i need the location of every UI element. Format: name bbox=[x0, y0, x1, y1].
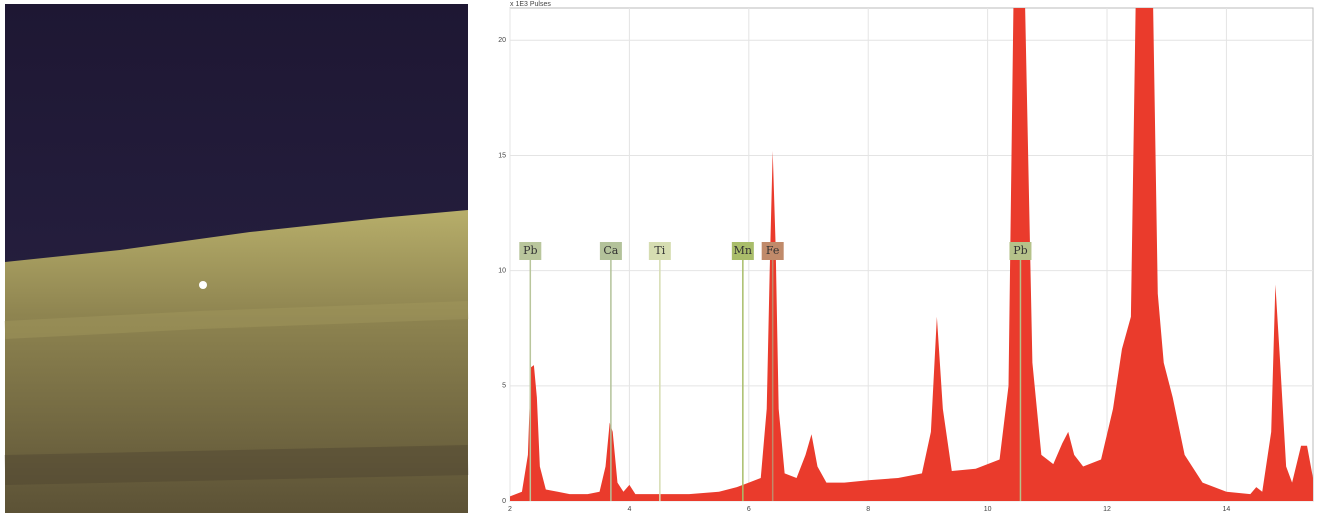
x-tick-label: 2 bbox=[508, 506, 512, 513]
x-tick-label: 14 bbox=[1223, 506, 1231, 513]
element-label: Ca bbox=[603, 244, 618, 257]
x-tick-label: 6 bbox=[747, 506, 751, 513]
y-tick-label: 0 bbox=[502, 498, 506, 505]
page: x 1E3 Pulses 0 5 10 15 20 2 4 6 8 10 12 14 Pb Ca Ti Mn F… bbox=[0, 0, 1318, 513]
x-tick-label: 4 bbox=[627, 506, 631, 513]
y-tick-label: 15 bbox=[498, 152, 506, 159]
plot-area bbox=[510, 8, 1313, 501]
element-label: Ti bbox=[654, 244, 665, 257]
element-label: Mn bbox=[734, 244, 752, 257]
figure: x 1E3 Pulses 0 5 10 15 20 2 4 6 8 10 12 14 Pb Ca Ti Mn F… bbox=[0, 0, 1318, 513]
y-tick-label: 20 bbox=[498, 37, 506, 44]
element-label: Fe bbox=[766, 244, 780, 257]
element-label: Pb bbox=[1013, 244, 1027, 257]
x-tick-label: 8 bbox=[866, 506, 870, 513]
axis-label: x 1E3 Pulses bbox=[510, 1, 551, 8]
x-tick-label: 12 bbox=[1103, 506, 1111, 513]
y-tick-label: 10 bbox=[498, 267, 506, 274]
x-tick-label: 10 bbox=[984, 506, 992, 513]
element-label: Pb bbox=[523, 244, 537, 257]
photo bbox=[5, 4, 468, 513]
y-tick-label: 5 bbox=[502, 383, 506, 390]
